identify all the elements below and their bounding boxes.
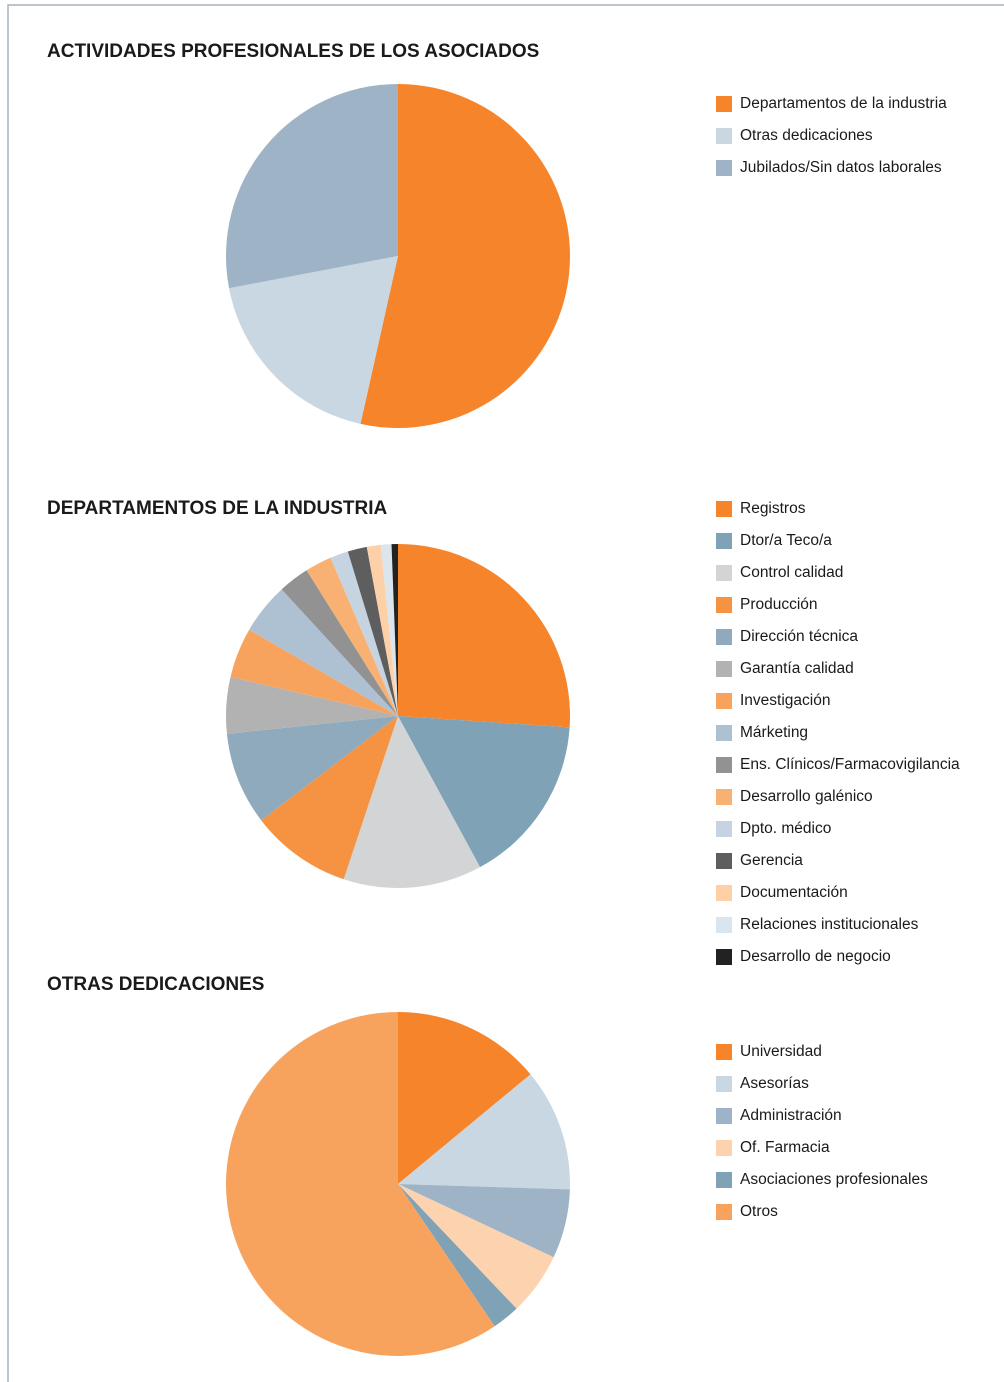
pie-slice: [226, 716, 398, 821]
legend-label: Gerencia: [740, 852, 803, 869]
pie-slice: [398, 1074, 570, 1190]
legend-swatch: [716, 917, 732, 933]
legend-swatch: [716, 597, 732, 613]
legend-swatch: [716, 160, 732, 176]
pie-slice: [391, 544, 398, 716]
legend-label: Jubilados/Sin datos laborales: [740, 159, 942, 176]
pie-slice: [398, 1184, 554, 1309]
legend-swatch: [716, 1108, 732, 1124]
pie-slice: [343, 716, 481, 888]
legend-swatch: [716, 661, 732, 677]
legend-label: Dirección técnica: [740, 628, 858, 645]
pie-slice: [225, 1012, 495, 1356]
legend-swatch: [716, 96, 732, 112]
pie-slice: [380, 544, 398, 716]
pie-slice: [398, 544, 570, 728]
pie-slice: [226, 84, 398, 289]
legend-label: Of. Farmacia: [740, 1139, 830, 1156]
legend-label: Departamentos de la industria: [740, 95, 947, 112]
chart-title: OTRAS DEDICACIONES: [47, 974, 264, 995]
legend-swatch: [716, 821, 732, 837]
legend-swatch: [716, 565, 732, 581]
legend-swatch: [716, 629, 732, 645]
pie-slice: [306, 557, 398, 716]
frame: [7, 4, 1004, 1382]
pie-slice: [398, 1184, 517, 1327]
pie-slice: [261, 716, 398, 880]
legend-label: Ens. Clínicos/Farmacovigilancia: [740, 756, 960, 773]
legend-label: Desarrollo de negocio: [740, 948, 891, 965]
pie-slice: [398, 1012, 531, 1184]
legend-label: Dtor/a Teco/a: [740, 532, 832, 549]
legend-swatch: [716, 1044, 732, 1060]
legend-swatch: [716, 501, 732, 517]
chart-title: ACTIVIDADES PROFESIONALES DE LOS ASOCIAD…: [47, 41, 539, 62]
legend-swatch: [716, 949, 732, 965]
legend-swatch: [716, 128, 732, 144]
legend-swatch: [716, 757, 732, 773]
legend-label: Administración: [740, 1107, 842, 1124]
legend-label: Dpto. médico: [740, 820, 831, 837]
legend-label: Documentación: [740, 884, 848, 901]
legend-swatch: [716, 1204, 732, 1220]
legend-swatch: [716, 853, 732, 869]
legend-swatch: [716, 1140, 732, 1156]
legend-label: Asociaciones profesionales: [740, 1171, 928, 1188]
legend-swatch: [716, 789, 732, 805]
pie-slice: [249, 589, 398, 716]
legend-swatch: [716, 885, 732, 901]
legend-label: Producción: [740, 596, 818, 613]
legend-label: Universidad: [740, 1043, 822, 1060]
pie-slice: [230, 629, 398, 716]
pie-slice: [398, 716, 570, 868]
pie-slice: [281, 570, 398, 716]
legend-label: Control calidad: [740, 564, 843, 581]
legend-label: Márketing: [740, 724, 808, 741]
legend-label: Registros: [740, 500, 806, 517]
pie-slice: [398, 1184, 570, 1258]
legend-swatch: [716, 1076, 732, 1092]
legend-swatch: [716, 533, 732, 549]
pie-slice: [225, 676, 398, 734]
pie-slice: [366, 544, 398, 716]
legend-swatch: [716, 693, 732, 709]
legend-label: Otros: [740, 1203, 778, 1220]
legend-swatch: [716, 1172, 732, 1188]
legend-label: Otras dedicaciones: [740, 127, 873, 144]
legend-label: Desarrollo galénico: [740, 788, 873, 805]
pie-slice: [330, 551, 398, 716]
legend-label: Garantía calidad: [740, 660, 854, 677]
legend-swatch: [716, 725, 732, 741]
legend-label: Relaciones institucionales: [740, 916, 919, 933]
legend-label: Investigación: [740, 692, 830, 709]
pie-slice: [347, 546, 398, 716]
pie-slice: [229, 256, 398, 424]
chart-title: DEPARTAMENTOS DE LA INDUSTRIA: [47, 498, 388, 519]
legend-label: Asesorías: [740, 1075, 809, 1092]
pie-slice: [360, 84, 570, 428]
